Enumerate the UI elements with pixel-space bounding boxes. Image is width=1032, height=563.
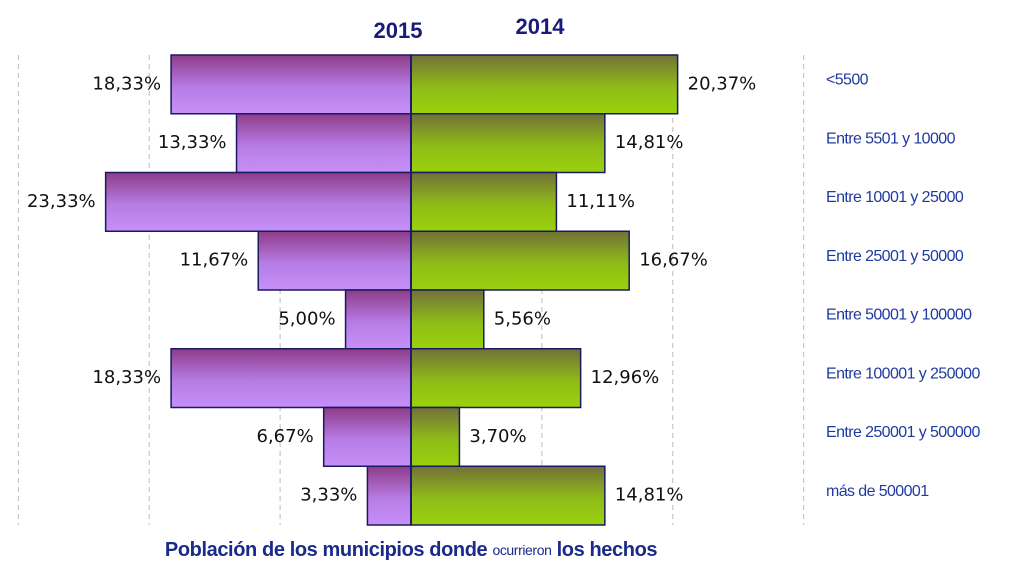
bar: [410, 348, 582, 409]
bar: [410, 289, 485, 350]
data-label: 3,33%: [300, 485, 357, 506]
x-axis-label: Población de los municipios donde ocurri…: [165, 539, 658, 561]
bar: [170, 348, 412, 409]
data-label: 11,11%: [566, 191, 635, 212]
category-label: Entre 100001 y 250000: [826, 365, 980, 382]
bar: [170, 54, 412, 115]
category-label: más de 500001: [826, 483, 929, 500]
data-label: 5,00%: [278, 308, 335, 329]
bar: [410, 54, 679, 115]
data-label: 14,81%: [615, 132, 684, 153]
data-label: 20,37%: [688, 73, 757, 94]
series-title: 2014: [516, 14, 566, 39]
bar: [410, 113, 606, 174]
bar: [410, 406, 461, 467]
data-label: 11,67%: [180, 250, 249, 271]
category-label: <5500: [826, 72, 869, 89]
category-label: Entre 50001 y 100000: [826, 307, 972, 324]
x-axis-label-part: ocurrieron: [492, 542, 551, 558]
category-label: Entre 250001 y 500000: [826, 424, 980, 441]
bar: [257, 230, 412, 291]
bar: [322, 406, 412, 467]
bar: [410, 171, 558, 232]
data-label: 16,67%: [639, 250, 708, 271]
bar: [104, 171, 412, 232]
x-axis-label-part: Población de los municipios donde: [165, 539, 488, 561]
bar: [235, 113, 412, 174]
x-axis-label-part: los hechos: [557, 539, 658, 561]
category-label: Entre 25001 y 50000: [826, 248, 964, 265]
bar: [344, 289, 412, 350]
data-label: 12,96%: [591, 367, 660, 388]
data-label: 3,70%: [469, 426, 526, 447]
data-label: 18,33%: [92, 73, 161, 94]
data-label: 13,33%: [158, 132, 227, 153]
bar: [366, 465, 412, 526]
series-title: 2015: [374, 18, 423, 43]
bar: [410, 465, 606, 526]
data-label: 23,33%: [27, 191, 96, 212]
category-label: Entre 10001 y 25000: [826, 189, 964, 206]
data-label: 18,33%: [92, 367, 161, 388]
category-label: Entre 5501 y 10000: [826, 130, 956, 147]
data-label: 14,81%: [615, 485, 684, 506]
data-label: 6,67%: [257, 426, 314, 447]
bar: [410, 230, 630, 291]
data-label: 5,56%: [494, 308, 551, 329]
